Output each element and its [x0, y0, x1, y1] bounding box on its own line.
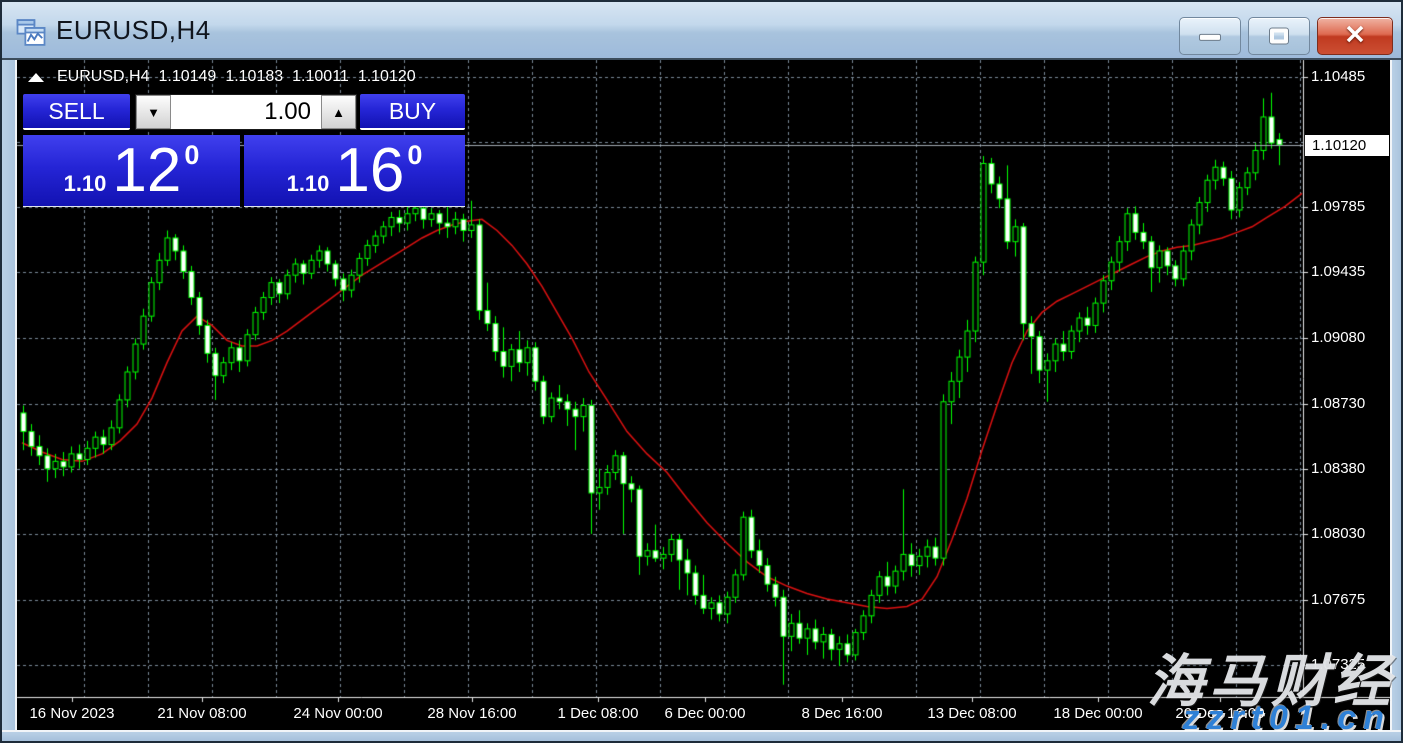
buy-price-box[interactable]: 1.10 16 0 [244, 135, 465, 207]
price-axis-label: 1.09435 [1311, 263, 1366, 280]
restore-button[interactable] [1248, 17, 1310, 55]
window-frame-bottom [2, 730, 1401, 741]
one-click-trading-panel: SELL ▼ ▲ BUY 1.10 12 0 1.10 16 0 [23, 94, 465, 209]
sell-price-box[interactable]: 1.10 12 0 [23, 135, 240, 207]
close-icon: ✕ [1344, 19, 1366, 50]
info-symbol: EURUSD,H4 [57, 68, 150, 85]
time-axis-label: 20 Dec 16:00 [1175, 705, 1265, 722]
window-frame-left [2, 60, 17, 732]
watermark-url: zzrt01.cn [1182, 699, 1391, 737]
time-axis-label: 21 Nov 08:00 [157, 705, 247, 722]
price-axis-label: 1.07675 [1311, 591, 1366, 608]
info-high: 1.10183 [225, 68, 284, 85]
price-axis-label: 1.08030 [1311, 525, 1366, 542]
current-price-label: 1.10120 [1305, 134, 1389, 156]
volume-stepper: ▼ ▲ [135, 94, 357, 130]
collapse-panel-arrow-icon[interactable] [28, 72, 44, 82]
restore-icon [1269, 27, 1289, 45]
chart-window-icon [16, 18, 46, 46]
price-axis-label: 1.08380 [1311, 460, 1366, 477]
sell-button[interactable]: SELL [23, 94, 130, 130]
time-axis-label: 28 Nov 16:00 [427, 705, 517, 722]
sell-pipette: 0 [184, 140, 200, 170]
buy-pipette: 0 [407, 140, 423, 170]
spinner-down-icon: ▼ [147, 104, 160, 120]
minimize-button[interactable] [1179, 17, 1241, 55]
price-axis-label: 1.09080 [1311, 329, 1366, 346]
window-frame-right [1390, 60, 1401, 732]
volume-increase-button[interactable]: ▲ [321, 95, 356, 129]
buy-big-figure: 1.10 [286, 170, 330, 196]
time-axis-label: 13 Dec 08:00 [927, 705, 1017, 722]
ohlc-info-bar: EURUSD,H4 1.10149 1.10183 1.10011 1.1012… [28, 68, 416, 86]
time-axis-label: 8 Dec 16:00 [801, 705, 883, 722]
spinner-up-icon: ▲ [332, 104, 345, 120]
close-button[interactable]: ✕ [1317, 17, 1393, 55]
price-axis-label: 1.07325 [1311, 656, 1366, 673]
time-axis-label: 6 Dec 00:00 [664, 705, 746, 722]
time-axis-label: 1 Dec 08:00 [557, 705, 639, 722]
time-axis-label: 24 Nov 00:00 [293, 705, 383, 722]
buy-button[interactable]: BUY [360, 94, 465, 130]
sell-big-figure: 1.10 [63, 170, 107, 196]
title-bar[interactable]: EURUSD,H4 ✕ [2, 2, 1401, 60]
info-open: 1.10149 [158, 68, 217, 85]
volume-input[interactable] [171, 95, 321, 129]
info-close: 1.10120 [357, 68, 416, 85]
watermark-brand: 海马财经 [1147, 650, 1395, 714]
window-title: EURUSD,H4 [56, 14, 211, 45]
time-axis-label: 18 Dec 00:00 [1053, 705, 1143, 722]
info-low: 1.10011 [292, 68, 349, 85]
price-axis-label: 1.10485 [1311, 68, 1366, 85]
buy-pips: 16 [335, 135, 405, 205]
time-axis-label: 16 Nov 2023 [29, 705, 115, 722]
minimize-icon [1199, 33, 1221, 41]
volume-decrease-button[interactable]: ▼ [136, 95, 171, 129]
price-axis-label: 1.09785 [1311, 198, 1366, 215]
price-axis-label: 1.08730 [1311, 395, 1366, 412]
sell-pips: 12 [112, 135, 182, 205]
